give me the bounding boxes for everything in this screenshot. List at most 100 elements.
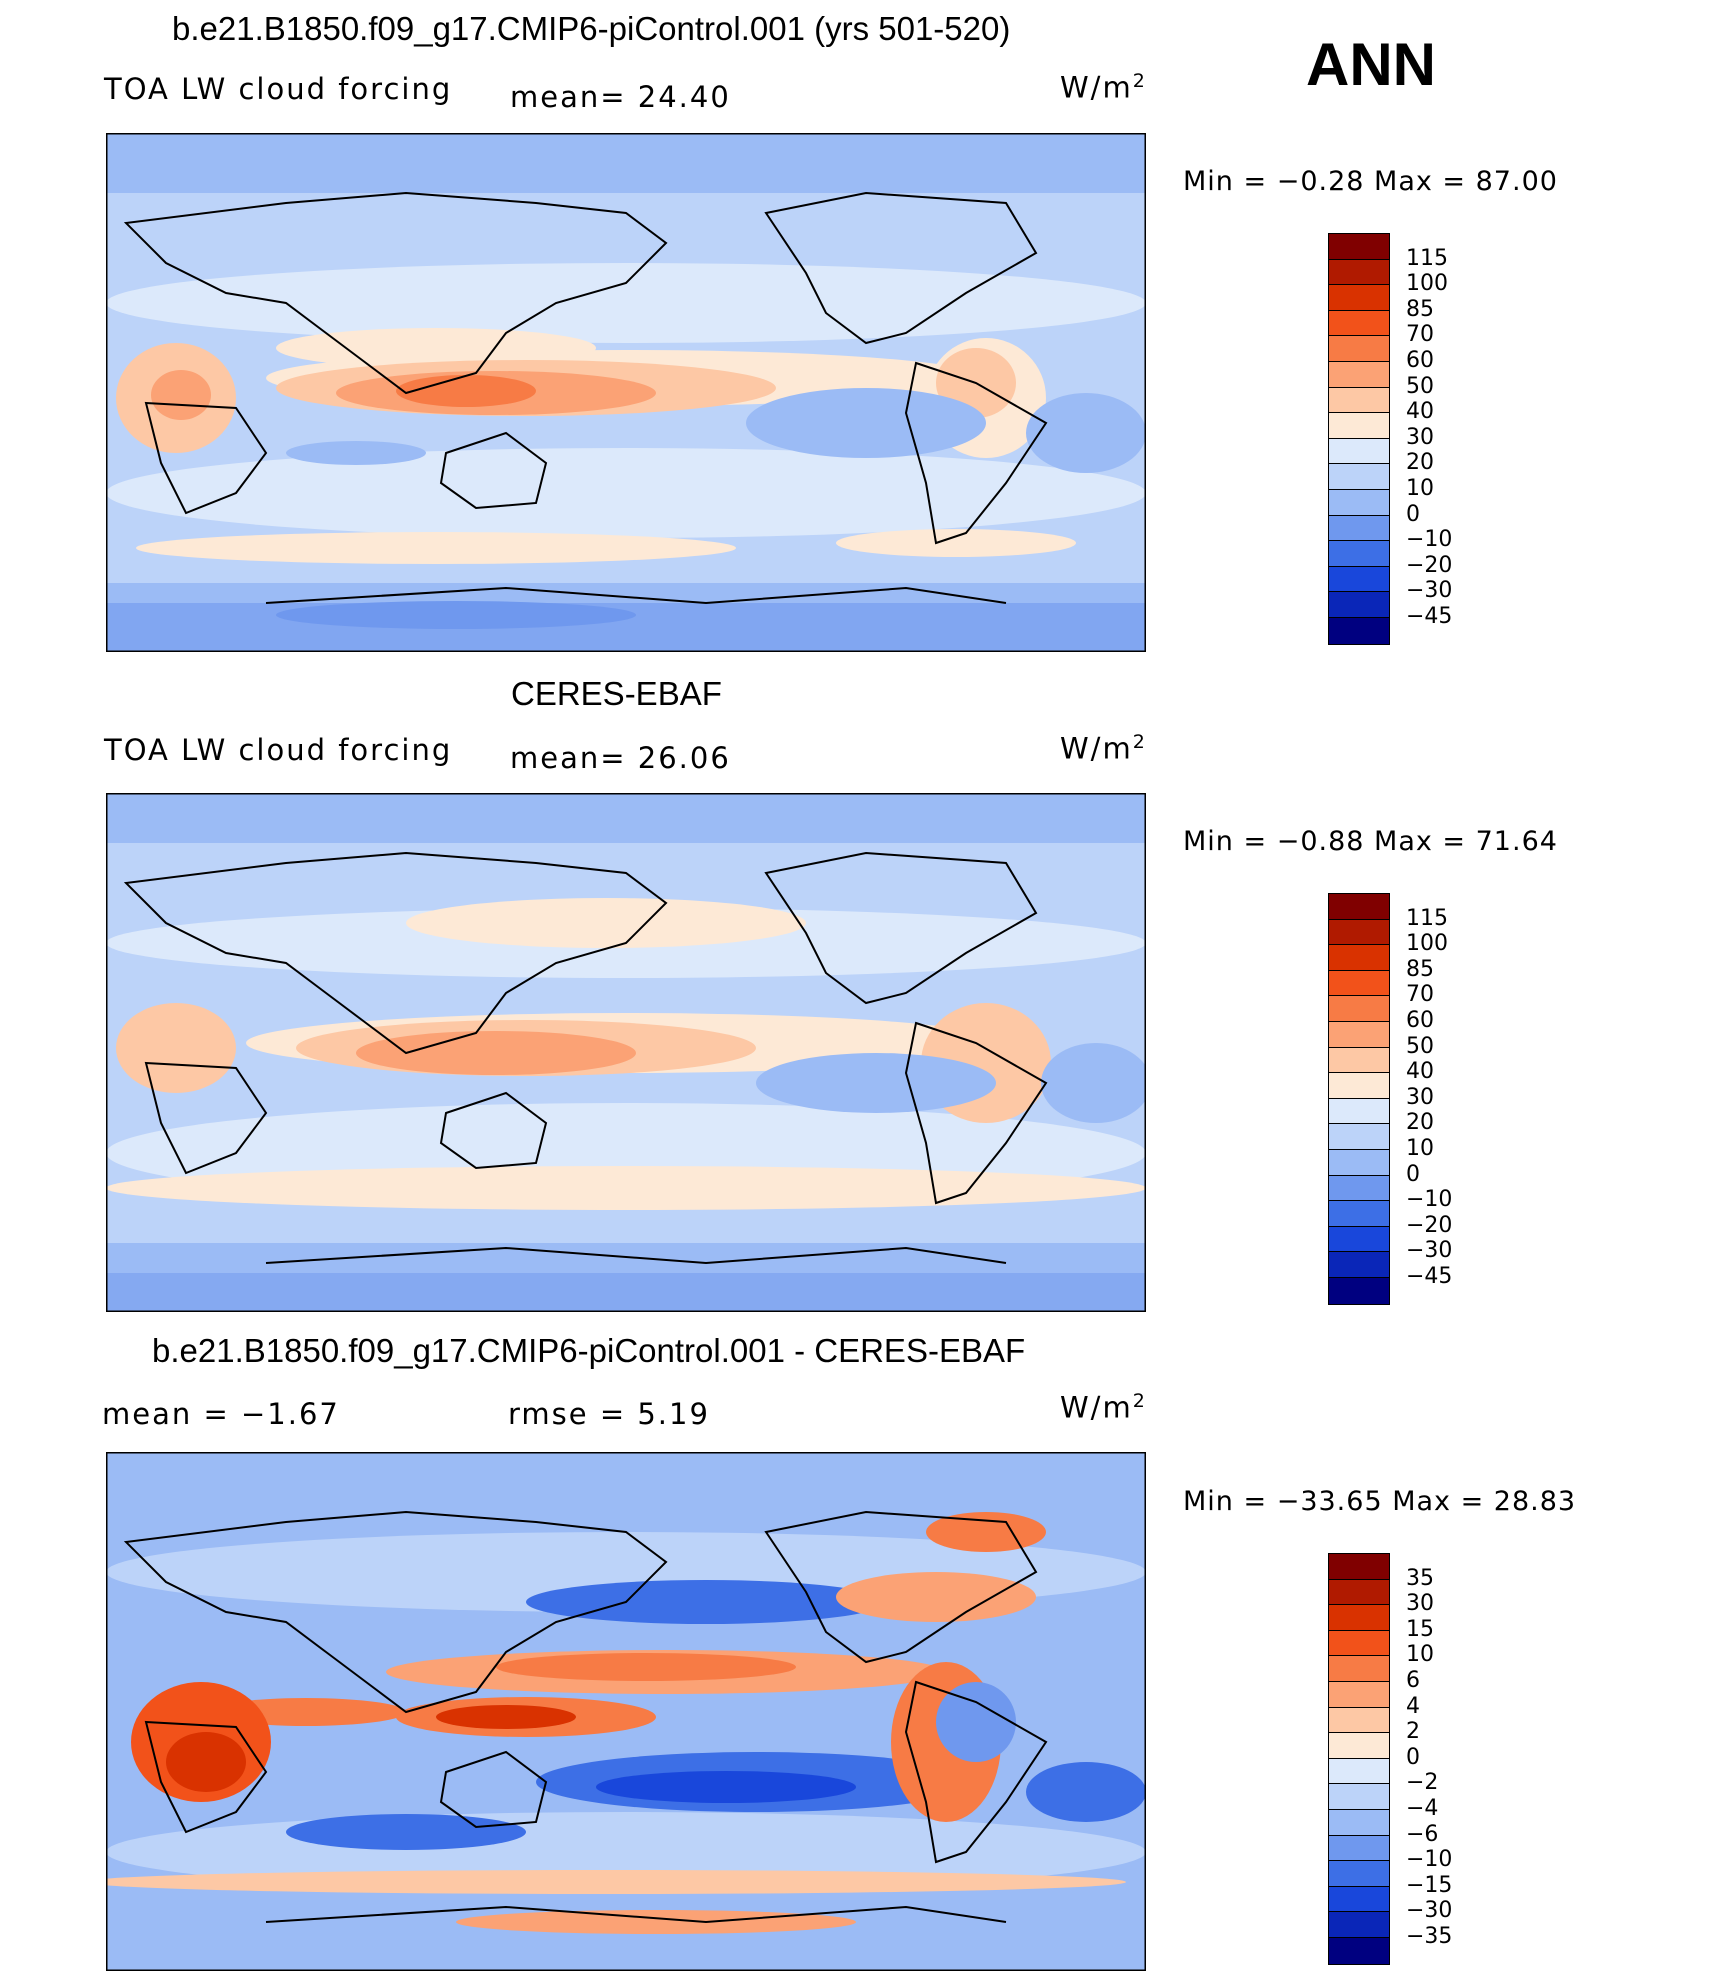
colorbar-label: 60 (1406, 1008, 1434, 1033)
season-label: ANN (1306, 31, 1436, 98)
colorbar-label: −45 (1406, 604, 1453, 629)
panel-1-colorbar: 115 100 85 70 60 50 40 30 20 10 0 −10 −20 −30 −45 (1328, 233, 1452, 645)
colorbar-swatch (1329, 1656, 1389, 1682)
difference-map (106, 1452, 1146, 1971)
colorbar-swatch (1329, 489, 1389, 516)
colorbar-label: 0 (1406, 1744, 1420, 1770)
colorbar-swatch (1329, 234, 1389, 260)
colorbar-swatch (1329, 617, 1389, 644)
colorbar-swatch (1329, 1886, 1389, 1913)
colorbar-label: 0 (1406, 501, 1420, 527)
panel-1-units: W/m2 (1060, 70, 1145, 105)
colorbar-swatch (1329, 1707, 1389, 1734)
panel-2-units: W/m2 (1060, 731, 1145, 766)
colorbar-swatch (1329, 1937, 1389, 1964)
colorbar-swatch (1329, 1861, 1389, 1887)
colorbar-swatch (1329, 259, 1389, 286)
colorbar-swatch (1329, 1098, 1389, 1125)
panel-2-title: CERES-EBAF (511, 675, 722, 712)
colorbar-swatch (1329, 1835, 1389, 1862)
colorbar-label: 40 (1406, 399, 1434, 425)
colorbar-swatch (1329, 541, 1389, 567)
panel-2-mean-label: mean= 26.06 (510, 741, 731, 775)
colorbar-swatch (1329, 945, 1389, 971)
colorbar-label: 30 (1406, 1084, 1434, 1110)
panel-3-min-max: Min = −33.65 Max = 28.83 (1183, 1486, 1577, 1517)
colorbar-swatch (1329, 1124, 1389, 1150)
colorbar-swatch (1329, 1784, 1389, 1810)
colorbar-label: −20 (1406, 1212, 1453, 1238)
colorbar-swatch (1329, 1809, 1389, 1836)
colorbar-label: 0 (1406, 1161, 1420, 1187)
colorbar-swatch (1329, 387, 1389, 414)
colorbar-label: −2 (1406, 1770, 1439, 1796)
colorbar-label: 50 (1406, 373, 1434, 399)
colorbar-label: 70 (1406, 982, 1434, 1008)
model-lw-cloud-forcing-map (106, 133, 1146, 652)
colorbar-label: 4 (1406, 1693, 1420, 1719)
colorbar-label: −10 (1406, 1847, 1453, 1873)
colorbar-label: 40 (1406, 1059, 1434, 1085)
panel-1-field-label: TOA LW cloud forcing (104, 72, 453, 106)
colorbar-label: 70 (1406, 322, 1434, 348)
colorbar-swatch (1329, 592, 1389, 618)
colorbar-label: −6 (1406, 1821, 1439, 1847)
panel-1-mean-label: mean= 24.40 (510, 80, 731, 114)
colorbar-label: 6 (1406, 1668, 1420, 1693)
colorbar-swatch (1329, 1252, 1389, 1278)
colorbar-swatch (1329, 996, 1389, 1022)
colorbar-swatch (1329, 1912, 1389, 1938)
colorbar-label: 20 (1406, 450, 1434, 476)
colorbar-label: −30 (1406, 1898, 1453, 1924)
colorbar-label: 100 (1406, 271, 1448, 297)
colorbar-swatch (1329, 1073, 1389, 1099)
colorbar-label: 10 (1406, 1642, 1434, 1668)
panel-2-field-label: TOA LW cloud forcing (104, 733, 453, 767)
colorbar-swatch (1329, 1554, 1389, 1580)
colorbar-swatch (1329, 1021, 1389, 1048)
colorbar-label: 115 (1406, 905, 1448, 931)
colorbar-label: 30 (1406, 424, 1434, 450)
panel-3-colorbar: 35 30 15 10 6 4 2 0 −2 −4 −6 −10 −15 −30 −35 (1328, 1553, 1452, 1965)
colorbar-swatch (1329, 1681, 1389, 1708)
colorbar-label: 30 (1406, 1591, 1434, 1617)
colorbar-label: 10 (1406, 476, 1434, 501)
colorbar-swatch (1329, 438, 1389, 465)
colorbar-label: 60 (1406, 348, 1434, 373)
colorbar-label: −35 (1406, 1924, 1453, 1949)
colorbar-swatch (1329, 919, 1389, 946)
colorbar-label: 50 (1406, 1033, 1434, 1059)
colorbar-label: −30 (1406, 1238, 1453, 1264)
colorbar-swatch (1329, 1175, 1389, 1202)
colorbar-swatch (1329, 1605, 1389, 1631)
ceres-ebaf-lw-cloud-forcing-map (106, 793, 1146, 1312)
colorbar-swatch (1329, 894, 1389, 920)
colorbar-swatch (1329, 1201, 1389, 1227)
colorbar-label: −10 (1406, 1187, 1453, 1213)
colorbar-swatch (1329, 310, 1389, 337)
colorbar-label: −20 (1406, 552, 1453, 578)
panel-2-min-max: Min = −0.88 Max = 71.64 (1183, 826, 1558, 857)
colorbar-label: −10 (1406, 527, 1453, 553)
colorbar-label: 35 (1406, 1565, 1434, 1591)
colorbar-swatch (1329, 361, 1389, 388)
colorbar-label: 15 (1406, 1616, 1434, 1642)
colorbar-label: 2 (1406, 1719, 1420, 1745)
colorbar-swatch (1329, 1226, 1389, 1253)
colorbar-label: 85 (1406, 296, 1434, 322)
colorbar-swatch (1329, 1579, 1389, 1606)
colorbar-label: −30 (1406, 578, 1453, 604)
colorbar-swatch (1329, 1630, 1389, 1657)
colorbar-swatch (1329, 413, 1389, 439)
colorbar-swatch (1329, 566, 1389, 593)
colorbar-label: −45 (1406, 1264, 1453, 1289)
colorbar-swatch (1329, 336, 1389, 362)
colorbar-swatch (1329, 285, 1389, 311)
colorbar-label: 115 (1406, 245, 1448, 271)
panel-3-rmse-label: rmse = 5.19 (508, 1397, 710, 1431)
colorbar-label: −4 (1406, 1796, 1439, 1821)
colorbar-swatch (1329, 1758, 1389, 1785)
colorbar-swatch (1329, 970, 1389, 997)
colorbar-label: −15 (1406, 1872, 1453, 1898)
colorbar-label: 20 (1406, 1110, 1434, 1136)
